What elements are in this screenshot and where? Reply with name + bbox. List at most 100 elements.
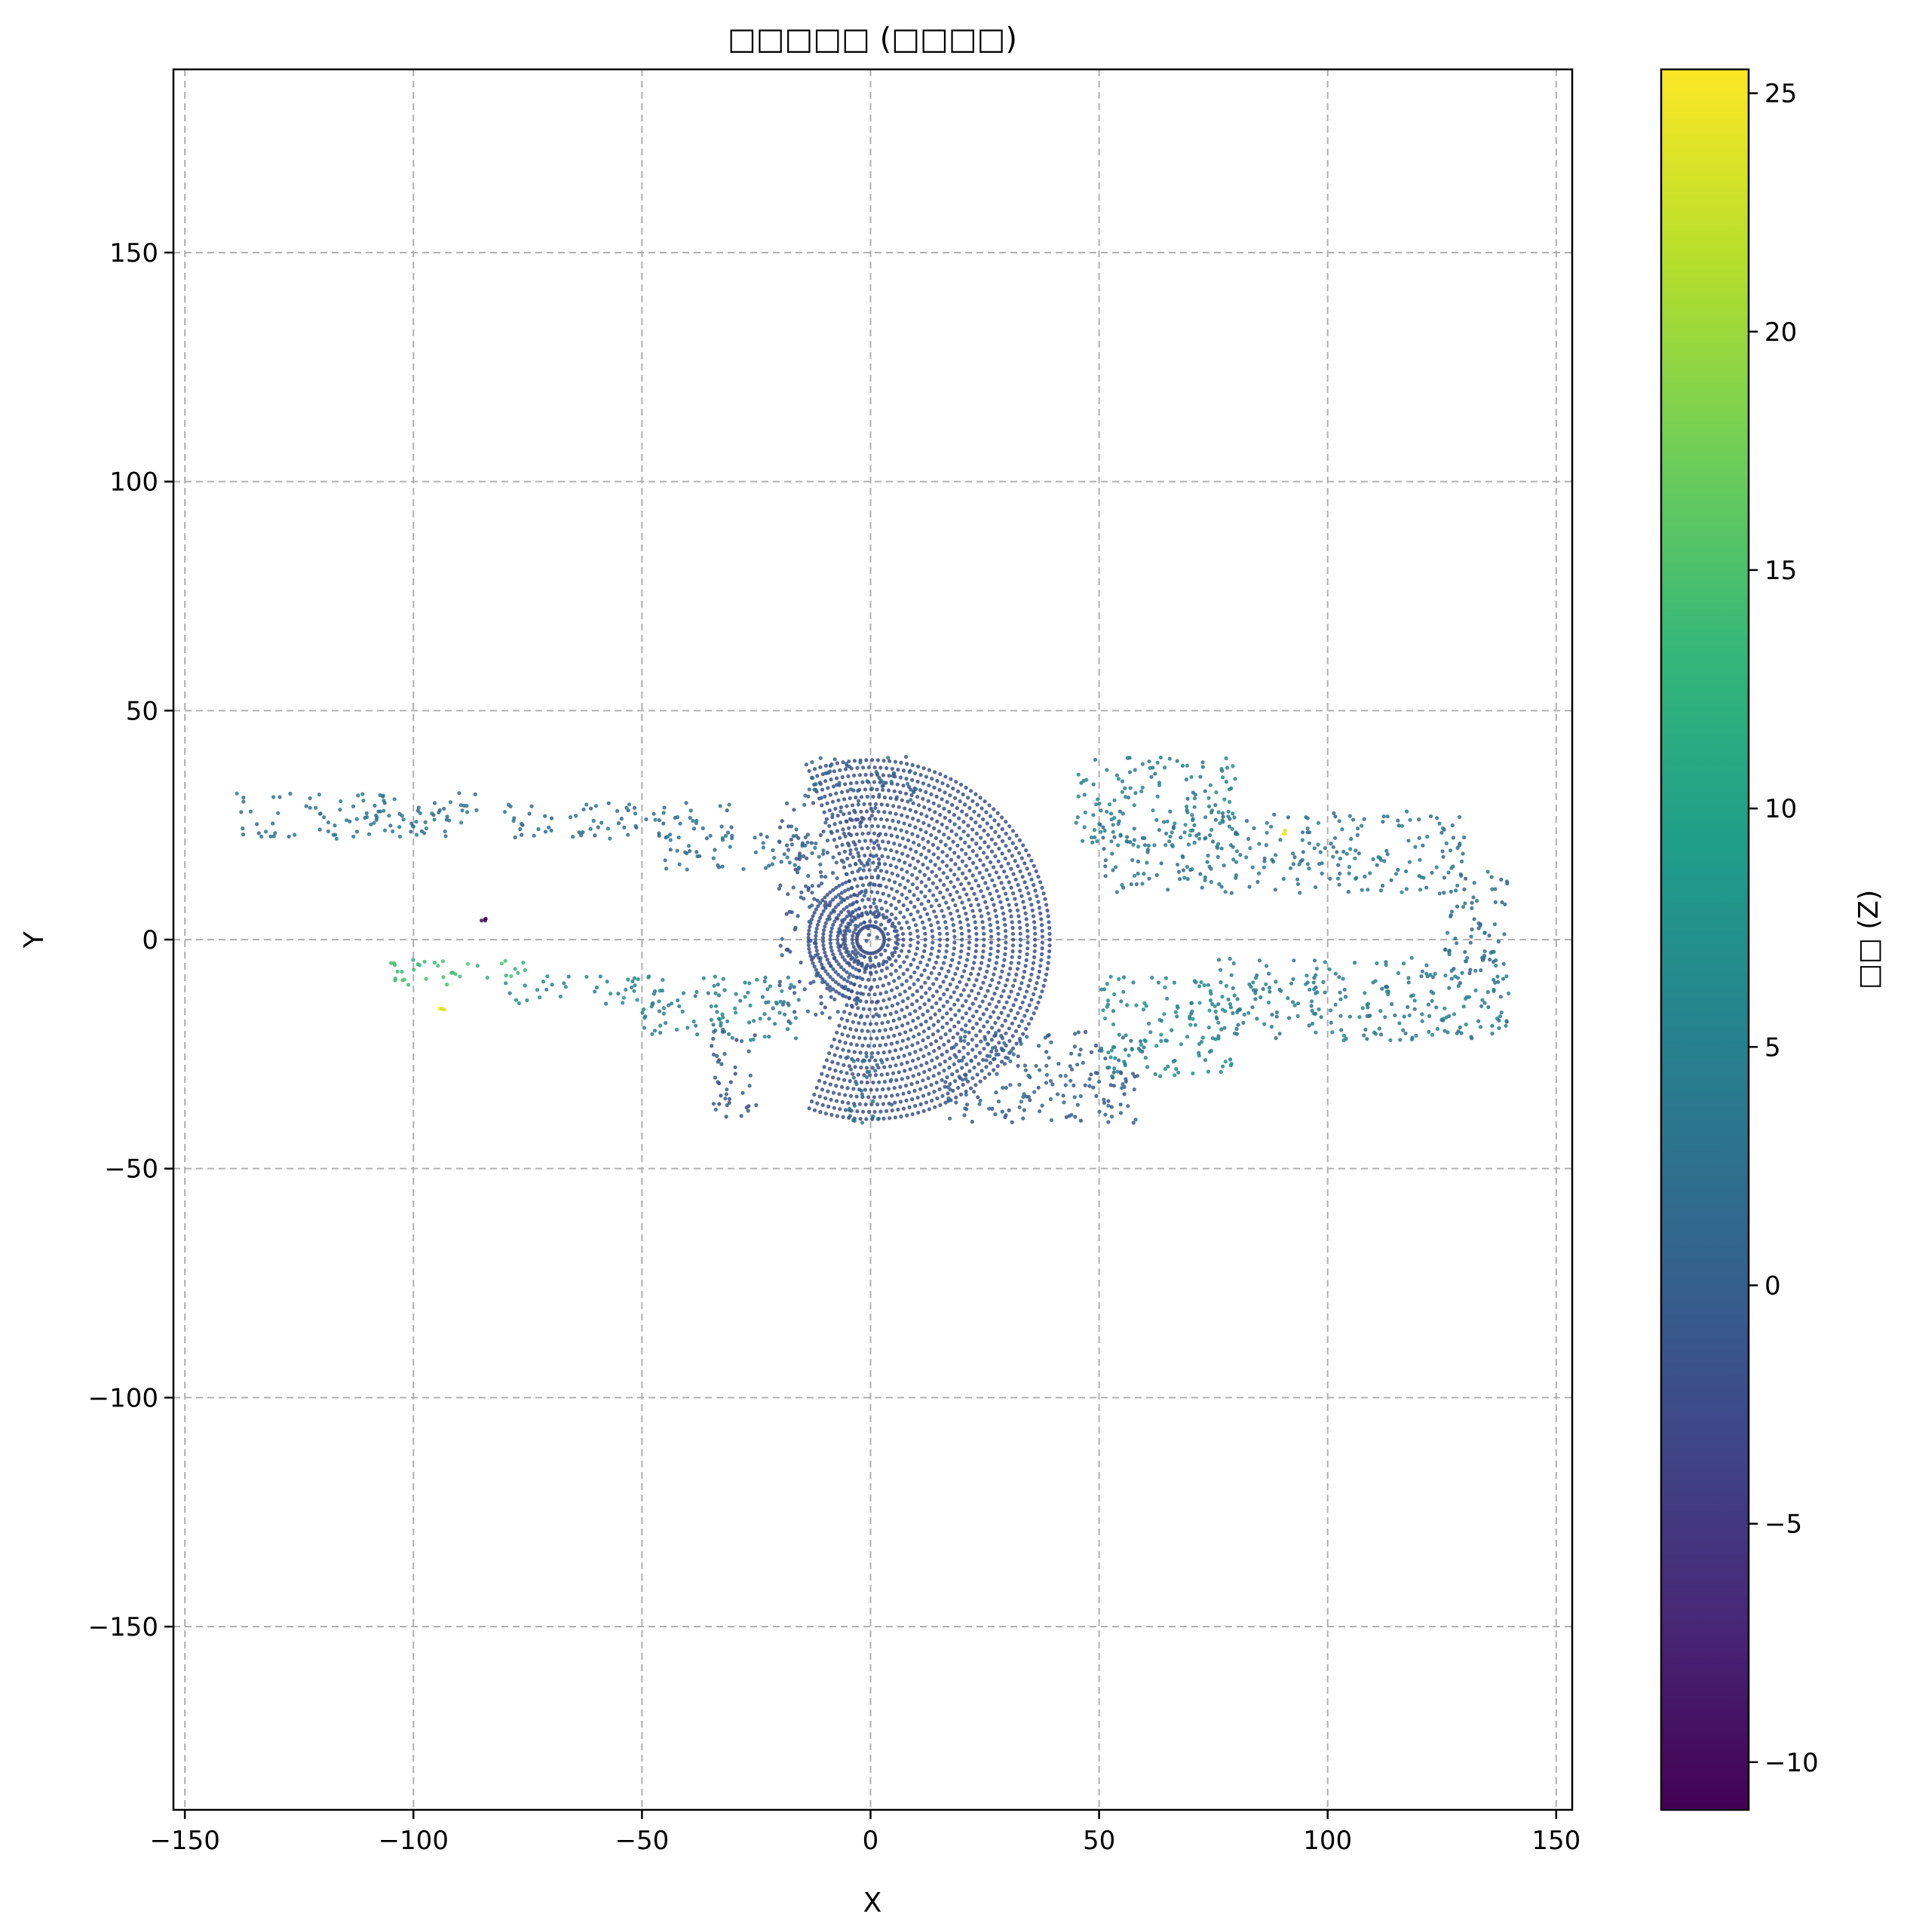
scatter-point [1007, 836, 1012, 841]
scatter-point [996, 823, 1001, 827]
scatter-point [993, 830, 998, 834]
scatter-point [973, 792, 978, 796]
scatter-point [1189, 1001, 1194, 1005]
scatter-point [1140, 785, 1145, 790]
scatter-point [1307, 1023, 1311, 1028]
scatter-point [866, 765, 871, 770]
scatter-point [1337, 975, 1341, 980]
scatter-point [971, 1014, 976, 1019]
scatter-point [1105, 982, 1109, 986]
scatter-point [931, 1032, 936, 1037]
scatter-point [1362, 817, 1366, 821]
scatter-point [905, 1113, 909, 1118]
scatter-point [872, 1029, 876, 1033]
scatter-point [1019, 894, 1024, 898]
scatter-point [979, 1039, 983, 1044]
scatter-point [1307, 866, 1311, 871]
scatter-point [1049, 1040, 1053, 1044]
scatter-point [1129, 882, 1133, 887]
scatter-point [1022, 861, 1027, 866]
scatter-point [1026, 1022, 1031, 1026]
scatter-point [854, 780, 859, 785]
scatter-point [1096, 797, 1100, 802]
scatter-point [814, 907, 818, 912]
scatter-point [577, 830, 581, 835]
scatter-point [820, 1010, 824, 1015]
scatter-point [1083, 1029, 1088, 1035]
scatter-point [863, 970, 867, 974]
scatter-point [964, 1077, 968, 1081]
scatter-point [523, 968, 528, 972]
scatter-points [235, 755, 1511, 1125]
scatter-point [1129, 1038, 1133, 1043]
scatter-point [1497, 1026, 1501, 1030]
scatter-point [969, 1086, 973, 1090]
scatter-point [858, 1015, 863, 1020]
scatter-point [863, 1021, 867, 1026]
scatter-point [979, 889, 983, 894]
scatter-point [882, 1079, 887, 1084]
scatter-point [963, 802, 967, 807]
scatter-point [994, 961, 998, 965]
scatter-point [1068, 1064, 1072, 1069]
scatter-point [828, 941, 832, 946]
scatter-point [1214, 790, 1219, 795]
scatter-point [923, 931, 927, 936]
scatter-point [1340, 827, 1344, 832]
scatter-point [988, 814, 993, 818]
scatter-point [919, 985, 924, 989]
scatter-point [820, 1087, 825, 1092]
scatter-point [716, 1060, 720, 1064]
scatter-point [1018, 931, 1022, 936]
scatter-point [822, 946, 826, 951]
scatter-point [900, 867, 904, 872]
scatter-point [799, 854, 803, 859]
scatter-point [661, 811, 666, 815]
scatter-point [872, 841, 877, 845]
scatter-point [276, 811, 281, 815]
scatter-point [1016, 1024, 1022, 1029]
scatter-point [719, 824, 724, 829]
scatter-point [905, 1005, 909, 1010]
scatter-point [293, 833, 297, 837]
scatter-point [594, 985, 599, 990]
scatter-point [893, 1115, 897, 1120]
scatter-point [995, 925, 1001, 931]
scatter-point [890, 1004, 894, 1008]
scatter-point [1206, 1069, 1210, 1074]
scatter-point [842, 1063, 846, 1067]
scatter-point [1127, 1053, 1131, 1058]
scatter-point [924, 1100, 928, 1105]
scatter-point [843, 767, 848, 771]
scatter-point [878, 1094, 882, 1099]
colorbar-tick-label: 20 [1764, 317, 1797, 348]
scatter-point [982, 931, 986, 936]
scatter-point [1458, 842, 1462, 846]
scatter-point [1503, 902, 1507, 906]
scatter-point [777, 825, 783, 830]
scatter-point [1274, 1036, 1278, 1041]
scatter-point [970, 837, 974, 842]
scatter-point [1025, 952, 1029, 956]
scatter-point [635, 998, 639, 1002]
scatter-point [1043, 1035, 1047, 1040]
scatter-point [959, 1027, 964, 1032]
scatter-point [836, 972, 841, 977]
scatter-point [891, 953, 895, 958]
scatter-point [908, 808, 912, 812]
scatter-point [811, 955, 815, 960]
scatter-point [960, 809, 964, 814]
scatter-point [886, 1020, 891, 1024]
scatter-point [622, 825, 627, 830]
scatter-point [1011, 983, 1016, 988]
scatter-point [1271, 860, 1276, 864]
scatter-point [1314, 973, 1318, 977]
scatter-point [809, 1099, 814, 1104]
scatter-point [864, 758, 869, 762]
scatter-point [1112, 798, 1117, 802]
scatter-point [859, 1088, 863, 1093]
scatter-point [536, 826, 541, 832]
scatter-point [1229, 973, 1234, 977]
scatter-point [921, 1109, 926, 1113]
scatter-point [868, 964, 873, 969]
